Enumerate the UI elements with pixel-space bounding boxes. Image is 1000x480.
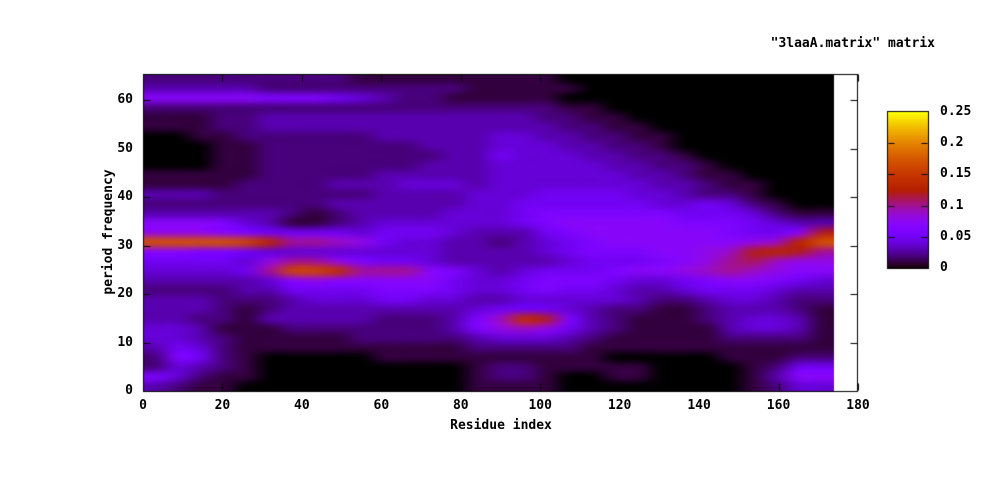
y-tick-label: 30 bbox=[117, 237, 133, 253]
colorbar-tick-label: 0 bbox=[940, 260, 948, 275]
x-tick-label: 140 bbox=[687, 398, 711, 413]
y-tick-label: 20 bbox=[117, 286, 133, 302]
x-tick-label: 180 bbox=[846, 398, 870, 413]
x-tick-label: 40 bbox=[294, 398, 310, 413]
colorbar-tick-label: 0.15 bbox=[940, 166, 972, 182]
colorbar-tick-label: 0.1 bbox=[940, 197, 964, 213]
y-tick-label: 0 bbox=[125, 383, 133, 398]
x-tick-label: 80 bbox=[452, 398, 469, 413]
x-tick-label: 100 bbox=[528, 398, 552, 413]
y-axis-label: period frequency bbox=[101, 169, 116, 295]
y-tick-label: 10 bbox=[117, 334, 133, 350]
colorbar-tick-label: 0.2 bbox=[940, 135, 964, 151]
plot-title: "3laaA.matrix" matrix bbox=[770, 36, 935, 51]
y-tick-label: 50 bbox=[117, 140, 133, 156]
y-tick-label: 60 bbox=[117, 92, 133, 108]
x-tick-label: 60 bbox=[373, 398, 390, 413]
x-tick-label: 160 bbox=[766, 398, 791, 413]
x-tick-label: 20 bbox=[214, 398, 231, 413]
colorbar-tick-label: 0.05 bbox=[940, 228, 972, 244]
x-tick-label: 0 bbox=[139, 398, 147, 413]
x-axis-label: Residue index bbox=[450, 418, 552, 433]
y-tick-label: 40 bbox=[117, 189, 133, 205]
colorbar-tick-label: 0.25 bbox=[940, 104, 972, 119]
x-tick-label: 120 bbox=[607, 398, 632, 413]
